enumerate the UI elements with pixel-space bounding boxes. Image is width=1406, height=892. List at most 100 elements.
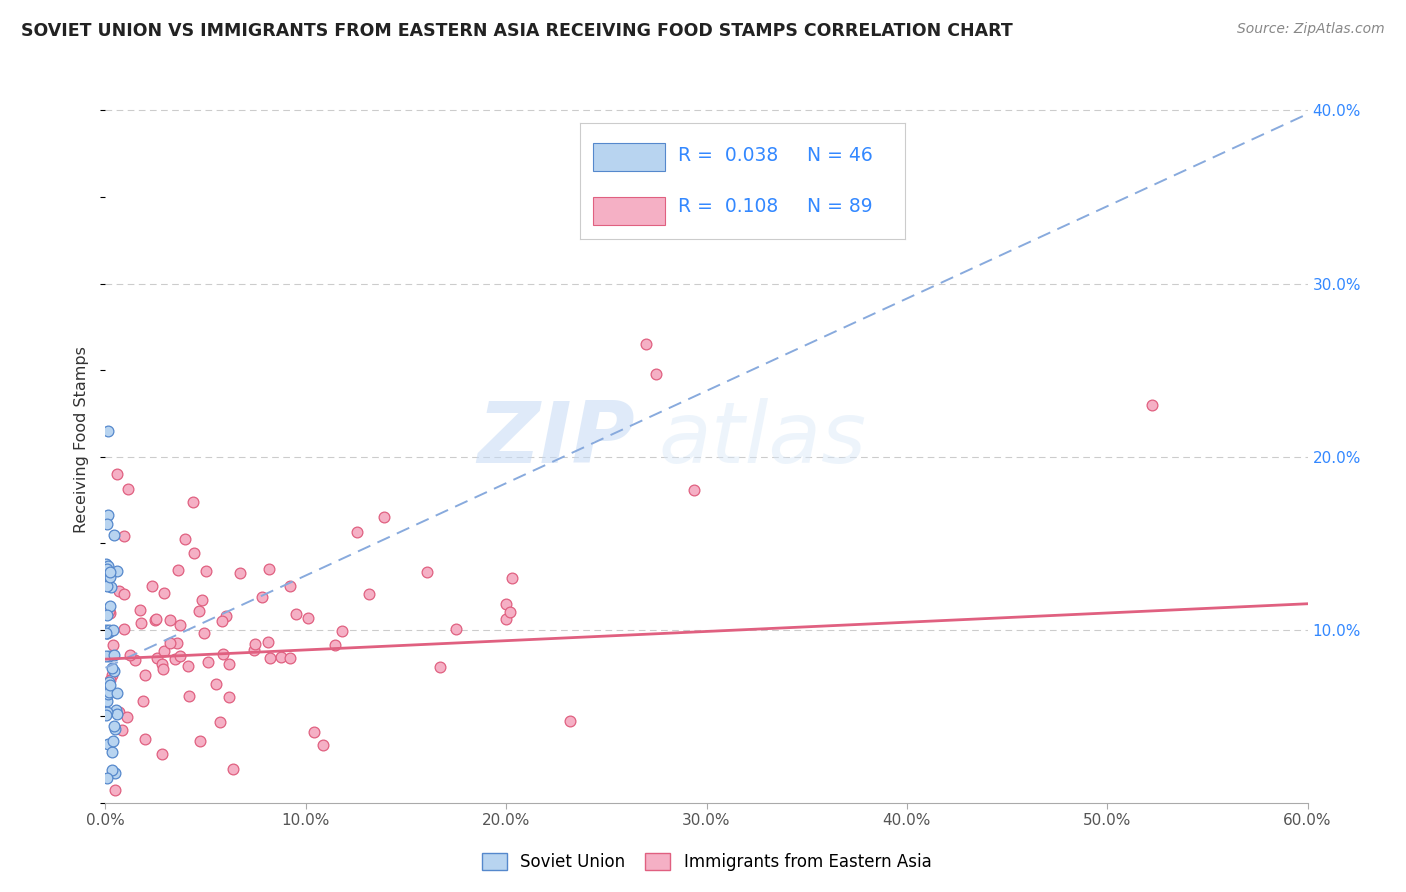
Point	[297, 611, 319, 625]
Point	[446, 623, 468, 637]
Text: Source: ZipAtlas.com: Source: ZipAtlas.com	[1237, 22, 1385, 37]
Point	[250, 590, 273, 604]
Point	[100, 763, 122, 777]
Point	[181, 495, 204, 509]
Point	[163, 652, 186, 666]
Point	[104, 722, 127, 736]
Point	[94, 648, 117, 663]
Point	[97, 675, 120, 690]
Point	[645, 367, 668, 381]
Point	[197, 656, 219, 670]
Point	[373, 510, 395, 524]
Point	[124, 653, 146, 667]
Point	[97, 424, 120, 438]
Point	[132, 694, 155, 708]
Point	[167, 563, 190, 577]
Point	[150, 747, 173, 761]
Point	[103, 528, 125, 542]
Point	[98, 599, 121, 613]
Point	[103, 648, 125, 662]
Point	[98, 570, 121, 584]
Point	[499, 605, 522, 619]
Point	[259, 651, 281, 665]
Point	[129, 603, 152, 617]
Legend: Soviet Union, Immigrants from Eastern Asia: Soviet Union, Immigrants from Eastern As…	[475, 847, 938, 878]
Point	[495, 612, 517, 626]
Point	[97, 568, 120, 582]
Point	[150, 657, 173, 671]
Point	[188, 733, 211, 747]
Text: ZIP: ZIP	[477, 398, 634, 481]
Point	[229, 566, 252, 581]
Point	[134, 732, 156, 747]
Point	[98, 606, 121, 620]
Point	[94, 511, 117, 525]
Text: SOVIET UNION VS IMMIGRANTS FROM EASTERN ASIA RECEIVING FOOD STAMPS CORRELATION C: SOVIET UNION VS IMMIGRANTS FROM EASTERN …	[21, 22, 1012, 40]
Point	[495, 597, 517, 611]
Point	[97, 623, 120, 637]
Point	[117, 710, 139, 724]
Point	[242, 643, 264, 657]
Point	[96, 516, 118, 531]
Point	[194, 565, 217, 579]
Point	[107, 467, 129, 481]
Point	[97, 737, 120, 751]
Point	[278, 580, 301, 594]
Point	[107, 705, 129, 719]
Text: atlas: atlas	[658, 398, 866, 481]
Point	[270, 649, 292, 664]
Point	[257, 561, 280, 575]
Point	[141, 579, 163, 593]
Point	[146, 650, 169, 665]
Point	[101, 661, 124, 675]
Point	[98, 604, 121, 618]
Point	[359, 587, 381, 601]
Point	[183, 545, 205, 559]
Point	[177, 658, 200, 673]
Point	[256, 635, 278, 649]
Point	[97, 508, 120, 523]
Point	[100, 673, 122, 687]
Point	[101, 745, 124, 759]
Point	[96, 626, 118, 640]
Point	[96, 705, 118, 719]
Point	[188, 604, 211, 618]
Point	[152, 643, 174, 657]
Point	[416, 565, 439, 579]
Point	[112, 587, 135, 601]
Point	[94, 707, 117, 722]
Point	[96, 608, 118, 623]
Point	[159, 636, 181, 650]
Point	[177, 689, 200, 703]
Point	[280, 651, 302, 665]
Point	[215, 609, 238, 624]
Point	[96, 680, 118, 694]
Point	[96, 579, 118, 593]
Point	[302, 725, 325, 739]
Point	[105, 686, 128, 700]
Point	[134, 667, 156, 681]
Point	[103, 719, 125, 733]
Point	[94, 623, 117, 637]
Point	[100, 580, 122, 594]
Point	[166, 636, 188, 650]
Point	[107, 583, 129, 598]
Point	[560, 714, 582, 728]
Point	[145, 612, 167, 626]
Point	[212, 647, 235, 661]
Point	[98, 565, 121, 579]
Point	[100, 678, 122, 692]
Point	[191, 593, 214, 607]
Point	[429, 659, 451, 673]
Point	[218, 657, 240, 671]
Point	[153, 585, 176, 599]
Point	[96, 626, 118, 640]
Point	[96, 625, 118, 640]
Point	[636, 337, 658, 351]
Point	[245, 637, 267, 651]
Point	[683, 483, 706, 497]
Point	[98, 624, 121, 639]
Point	[346, 524, 368, 539]
Point	[501, 571, 523, 585]
Point	[323, 638, 346, 652]
